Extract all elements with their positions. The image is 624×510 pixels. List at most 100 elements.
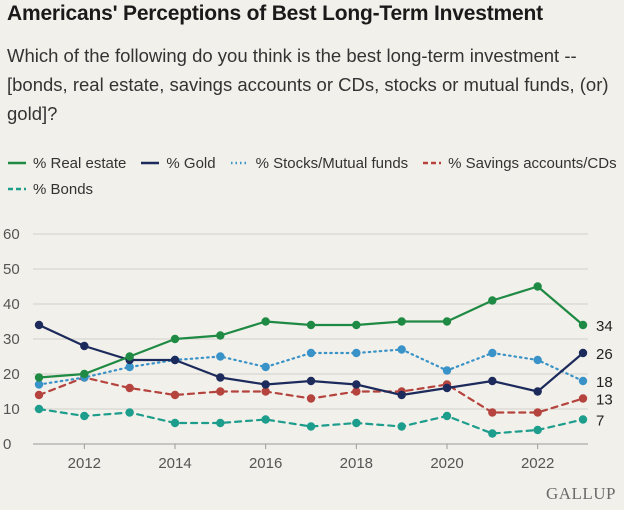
data-point [533,282,542,291]
legend-swatch [8,161,26,165]
legend-label: % Gold [166,154,216,172]
data-point [34,373,44,382]
legend-item: % Real estate [7,155,126,172]
legend-row: % Real estate % Gold % Stocks/Mutual funds… [7,150,619,176]
x-tick-label: 2016 [249,455,282,472]
x-tick-label: 2022 [521,455,554,472]
chart-title: Americans' Perceptions of Best Long-Term… [7,2,543,25]
data-point [578,394,588,403]
x-tick-label: 2018 [340,455,373,472]
legend-row: % Bonds [7,176,619,202]
legend-label: % Bonds [33,180,94,198]
y-tick-label: 0 [3,436,11,453]
data-point [533,355,542,365]
data-point [216,387,225,396]
legend-swatch [230,161,249,165]
legend-item: % Savings accounts/CDs [422,154,617,172]
data-point [488,408,497,417]
data-point [488,348,497,358]
data-point [170,390,180,400]
data-point [397,422,406,431]
x-tick-label: 2014 [158,455,191,472]
data-point [80,411,89,421]
data-point [306,348,316,358]
data-point [216,373,225,382]
legend-label: % Stocks/Mutual funds [255,154,409,172]
data-point [533,387,542,396]
end-value-label: 7 [596,413,604,430]
data-point [34,380,44,389]
gallup-logo: GALLUP [545,484,616,503]
data-point [34,320,44,330]
legend-swatch [141,161,160,165]
data-point [352,418,361,428]
data-point [442,317,452,326]
data-point [578,320,588,330]
data-point [34,404,44,414]
y-tick-label: 60 [3,226,20,243]
data-point [125,362,134,372]
data-point [306,376,316,386]
end-value-label: 26 [596,346,613,363]
data-point [125,352,134,361]
data-point [442,366,452,375]
x-tick-label: 2012 [68,455,101,472]
end-value-label: 34 [596,318,613,335]
data-point [488,376,497,386]
end-value-label: 13 [596,392,613,409]
data-point [352,380,361,389]
data-point [352,320,361,330]
data-point [306,320,316,330]
data-point [34,390,44,400]
legend-item: % Stocks/Mutual funds [230,154,409,172]
data-point [488,429,497,438]
end-value-label: 18 [596,374,613,391]
chart-subtitle: Which of the following do you think is t… [7,45,609,124]
data-point [533,408,542,417]
data-point [397,390,406,400]
data-point [261,317,270,326]
data-point [352,387,361,396]
legend-swatch [8,187,26,191]
y-tick-label: 50 [3,261,20,278]
legend-item: % Bonds [7,181,93,198]
data-point [442,383,452,393]
data-point [306,394,316,403]
y-tick-label: 10 [3,401,20,418]
data-point [578,348,588,358]
y-tick-label: 20 [3,366,20,383]
data-point [125,383,134,393]
data-point [125,408,134,417]
data-point [216,331,225,340]
data-point [261,362,270,372]
data-point [488,296,497,305]
legend: % Real estate % Gold % Stocks/Mutual funds… [7,150,619,202]
data-point [306,422,316,431]
data-point [261,380,270,389]
data-point [216,352,225,361]
data-point [533,425,542,435]
data-point [80,341,89,351]
data-point [170,418,180,428]
data-point [261,387,270,396]
y-tick-label: 40 [3,296,20,313]
data-point [170,355,180,365]
x-tick-label: 2020 [430,455,463,472]
data-point [578,415,588,424]
data-point [80,369,89,379]
legend-label: % Savings accounts/CDs [448,154,617,172]
data-point [216,418,225,428]
data-point [261,415,270,424]
legend-item: % Gold [140,154,216,172]
data-point [170,334,180,344]
data-point [397,317,406,326]
legend-swatch [423,161,442,165]
data-point [352,348,361,358]
y-tick-label: 30 [3,331,20,348]
series-line [37,285,585,379]
data-point [397,345,406,354]
data-point [442,411,452,421]
legend-label: % Real estate [33,154,127,172]
data-point [578,376,588,386]
